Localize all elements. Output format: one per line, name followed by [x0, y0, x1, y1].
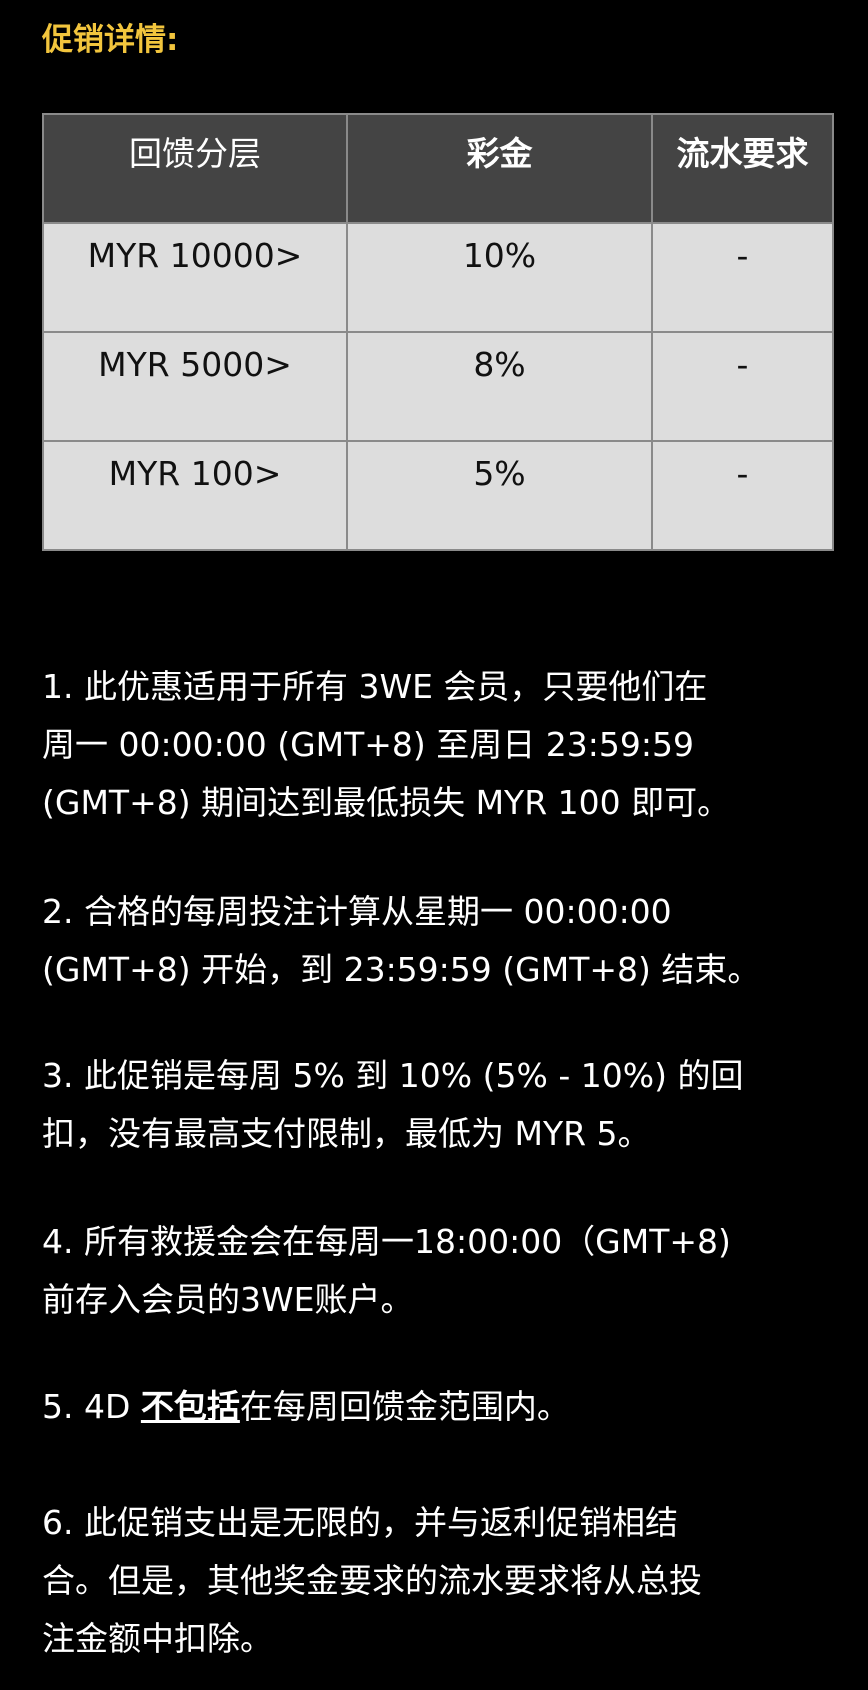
term-line: 2. 合格的每周投注计算从星期一 00:00:00 [42, 892, 672, 931]
term-line: 合。但是，其他奖金要求的流水要求将从总投 [42, 1561, 702, 1600]
term-prefix: 5. 4D [42, 1387, 141, 1426]
term-line: 前存入会员的3WE账户。 [42, 1280, 414, 1319]
term-line: (GMT+8) 期间达到最低损失 MYR 100 即可。 [42, 783, 731, 822]
term-line: 1. 此优惠适用于所有 3WE 会员，只要他们在 [42, 667, 708, 706]
cell-bonus: 10% [346, 222, 653, 333]
term-2: 2. 合格的每周投注计算从星期一 00:00:00 (GMT+8) 开始，到 2… [42, 883, 842, 999]
term-line: 4. 所有救援金会在每周一18:00:00（GMT+8) [42, 1222, 731, 1261]
table-header-row: 回馈分层 彩金 流水要求 [42, 113, 834, 224]
term-suffix: 在每周回馈金范围内。 [239, 1387, 570, 1426]
term-line: 3. 此促销是每周 5% 到 10% (5% - 10%) 的回 [42, 1056, 744, 1095]
term-line: 周一 00:00:00 (GMT+8) 至周日 23:59:59 [42, 725, 694, 764]
header-tier: 回馈分层 [42, 113, 348, 224]
cell-tier: MYR 100> [42, 440, 348, 551]
rebate-tier-table: 回馈分层 彩金 流水要求 MYR 10000> 10% - MYR 5000> … [42, 113, 834, 551]
term-line: 扣，没有最高支付限制，最低为 MYR 5。 [42, 1114, 651, 1153]
emphasis-excluded: 不包括 [140, 1387, 240, 1426]
term-1: 1. 此优惠适用于所有 3WE 会员，只要他们在 周一 00:00:00 (GM… [42, 658, 842, 832]
cell-turnover: - [651, 222, 834, 333]
table-row: MYR 100> 5% - [42, 440, 834, 551]
term-line: (GMT+8) 开始，到 23:59:59 (GMT+8) 结束。 [42, 950, 761, 989]
table-row: MYR 5000> 8% - [42, 331, 834, 442]
cell-turnover: - [651, 331, 834, 442]
header-bonus: 彩金 [346, 113, 653, 224]
term-line: 6. 此促销支出是无限的，并与返利促销相结 [42, 1503, 678, 1542]
term-3: 3. 此促销是每周 5% 到 10% (5% - 10%) 的回 扣，没有最高支… [42, 1047, 842, 1163]
cell-turnover: - [651, 440, 834, 551]
term-line: 注金额中扣除。 [42, 1619, 273, 1658]
term-5: 5. 4D 不包括在每周回馈金范围内。 [42, 1378, 842, 1436]
table-row: MYR 10000> 10% - [42, 222, 834, 333]
term-line: 5. 4D 不包括在每周回馈金范围内。 [42, 1378, 842, 1436]
cell-bonus: 5% [346, 440, 653, 551]
cell-bonus: 8% [346, 331, 653, 442]
header-turnover: 流水要求 [651, 113, 834, 224]
term-4: 4. 所有救援金会在每周一18:00:00（GMT+8) 前存入会员的3WE账户… [42, 1213, 842, 1329]
page-title: 促销详情: [42, 22, 179, 58]
cell-tier: MYR 10000> [42, 222, 348, 333]
term-6: 6. 此促销支出是无限的，并与返利促销相结 合。但是，其他奖金要求的流水要求将从… [42, 1494, 842, 1668]
cell-tier: MYR 5000> [42, 331, 348, 442]
